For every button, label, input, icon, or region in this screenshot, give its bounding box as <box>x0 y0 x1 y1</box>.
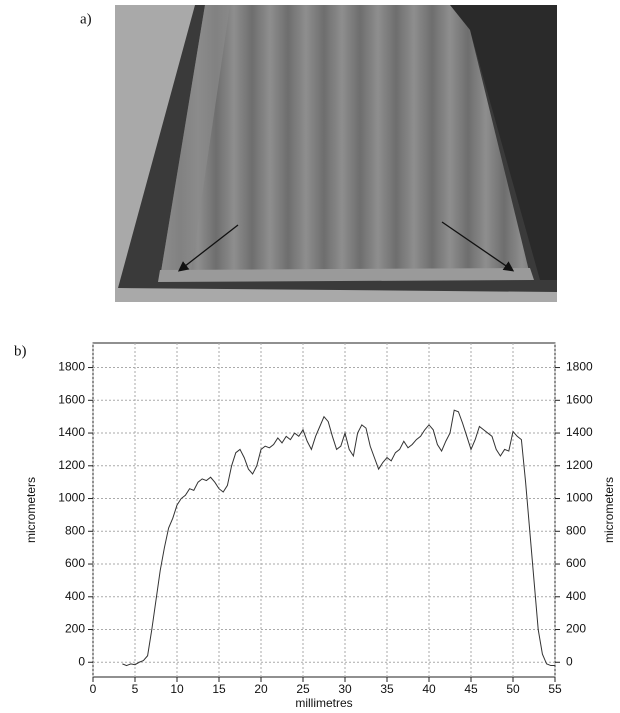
y2-tick-label: 1800 <box>566 360 593 374</box>
x-tick-label: 55 <box>548 682 562 696</box>
y-axis-label: micrometers <box>24 477 38 543</box>
x-tick-label: 50 <box>506 682 520 696</box>
x-tick-label: 30 <box>338 682 352 696</box>
y-tick-label: 1000 <box>58 491 85 505</box>
y2-tick-label: 200 <box>566 622 586 636</box>
y-tick-label: 200 <box>65 622 85 636</box>
x-tick-label: 10 <box>170 682 184 696</box>
y-tick-label: 400 <box>65 589 85 603</box>
y2-tick-label: 1600 <box>566 392 593 406</box>
y2-tick-label: 0 <box>566 654 573 668</box>
x-tick-label: 40 <box>422 682 436 696</box>
y-tick-label: 600 <box>65 556 85 570</box>
y-tick-label: 1800 <box>58 360 85 374</box>
y-tick-label: 1600 <box>58 392 85 406</box>
y-tick-label: 1200 <box>58 458 85 472</box>
x-tick-label: 0 <box>90 682 97 696</box>
y-tick-label: 800 <box>65 523 85 537</box>
y-tick-label: 1400 <box>58 425 85 439</box>
y2-tick-label: 600 <box>566 556 586 570</box>
data-line <box>122 409 555 667</box>
x-tick-label: 5 <box>132 682 139 696</box>
y2-tick-label: 800 <box>566 523 586 537</box>
x-tick-label: 15 <box>212 682 226 696</box>
plot-area <box>92 342 556 678</box>
y2-tick-label: 1000 <box>566 491 593 505</box>
y2-tick-label: 400 <box>566 589 586 603</box>
y2-axis-label: micrometers <box>602 477 616 543</box>
x-tick-label: 20 <box>254 682 268 696</box>
panel-label: a) <box>80 11 92 27</box>
x-axis-label: millimetres <box>295 696 352 710</box>
y2-tick-label: 1200 <box>566 458 593 472</box>
x-tick-label: 35 <box>380 682 394 696</box>
x-tick-label: 25 <box>296 682 310 696</box>
y-tick-label: 0 <box>78 654 85 668</box>
y2-tick-label: 1400 <box>566 425 593 439</box>
panel-label: b) <box>14 343 27 359</box>
photo <box>115 5 557 302</box>
x-tick-label: 45 <box>464 682 478 696</box>
